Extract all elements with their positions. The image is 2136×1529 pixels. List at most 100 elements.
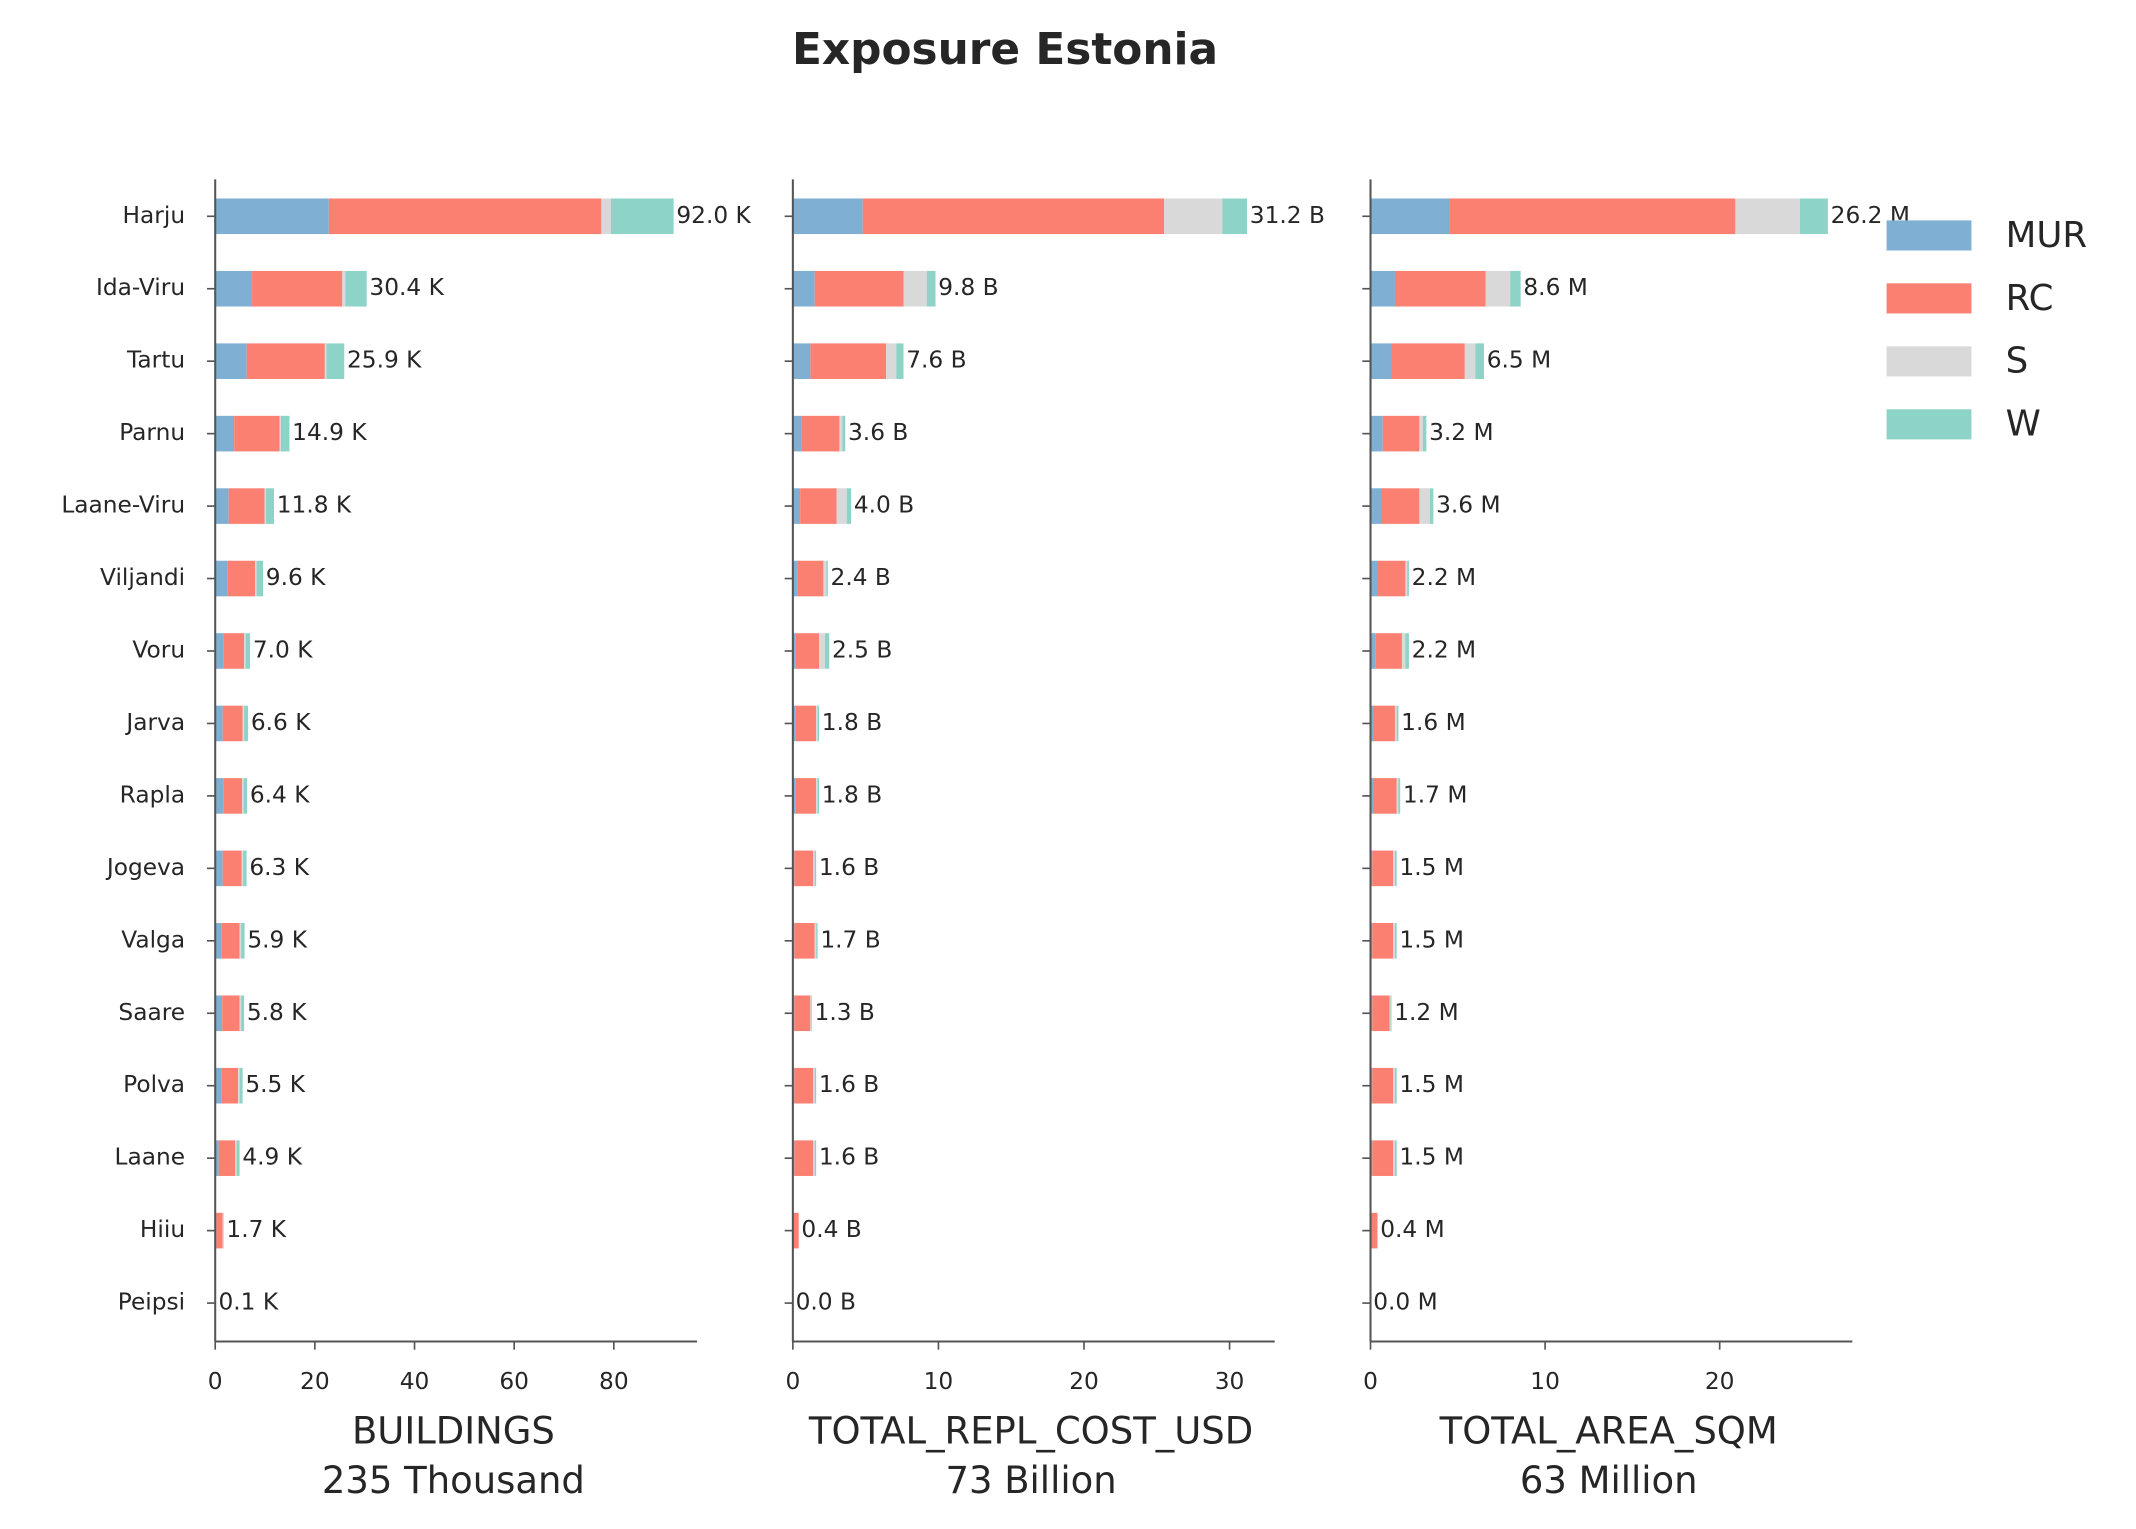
bar-segment (1510, 270, 1521, 307)
y-tick-label: Laane-Viru (61, 492, 185, 519)
bar-segment (1464, 343, 1476, 379)
bar-segment (266, 488, 275, 524)
bar-segment (264, 488, 267, 524)
bar-segment (245, 633, 251, 669)
bar-segment (1372, 1067, 1394, 1104)
bar-segment (795, 633, 820, 669)
bar-segment (816, 923, 818, 959)
bar-segment (795, 705, 817, 742)
bar-segment (792, 488, 801, 524)
x-tick-label: 20 (300, 1368, 330, 1395)
bar-segment (1735, 198, 1800, 235)
y-tick-label: Harju (123, 202, 186, 229)
y-tick-label: Viljandi (100, 564, 185, 591)
value-label: 11.8 K (277, 492, 352, 519)
value-label: 4.0 B (854, 492, 914, 519)
bar-segment (1394, 1067, 1397, 1104)
bar-segment (215, 270, 253, 307)
bar-segment (256, 560, 264, 597)
bar-segment (846, 488, 852, 524)
bar-segment (926, 270, 936, 307)
bar-segment (243, 850, 247, 887)
bar-segment (1370, 560, 1378, 597)
bar-segment (244, 633, 246, 669)
bar-segment (1380, 488, 1420, 524)
bar-segment (1405, 633, 1409, 669)
bar-segment (326, 343, 345, 379)
bar-segment (814, 1067, 817, 1104)
bar-segment (792, 198, 863, 235)
bar-segment (239, 1067, 243, 1104)
value-label: 6.4 K (250, 781, 310, 808)
value-label: 5.8 K (247, 999, 307, 1026)
bar-segment (1405, 560, 1408, 597)
value-label: 5.5 K (245, 1071, 305, 1098)
bar-segment (235, 1140, 237, 1176)
bar-segment (1393, 1140, 1395, 1176)
bar-segment (342, 270, 346, 307)
bar-segment (794, 1067, 814, 1104)
bar-segment (223, 633, 245, 669)
bar-segment (1374, 705, 1395, 742)
bar-segment (816, 778, 818, 814)
bar-segment (1475, 343, 1484, 379)
bar-segment (794, 995, 811, 1032)
x-tick-label: 0 (208, 1368, 223, 1395)
bar-segment (1391, 343, 1465, 379)
bar-segment (792, 415, 802, 452)
bar-segment (215, 488, 229, 524)
y-tick-label: Voru (132, 636, 185, 663)
value-label: 0.4 M (1380, 1216, 1444, 1243)
bar-segment (903, 270, 927, 307)
bar-segment (234, 415, 280, 452)
x-axis-sublabel: 235 Thousand (322, 1459, 585, 1502)
bar-segment (1382, 415, 1420, 452)
bar-segment (1419, 488, 1430, 524)
value-label: 3.6 M (1436, 492, 1500, 519)
legend-swatch (1886, 220, 1972, 251)
bar-segment (215, 850, 223, 887)
value-label: 3.6 B (848, 419, 908, 446)
value-label: 2.2 M (1412, 564, 1476, 591)
value-label: 30.4 K (369, 274, 444, 301)
bar-segment (814, 1140, 817, 1176)
x-tick-label: 30 (1215, 1368, 1245, 1395)
y-tick-label: Saare (118, 999, 185, 1026)
value-label: 6.6 K (251, 709, 311, 736)
bar-segment (819, 633, 825, 669)
bar-segment (795, 778, 817, 814)
bar-segment (221, 923, 240, 959)
bar-segment (242, 705, 245, 742)
bar-segment (862, 198, 1165, 235)
bar-segment (842, 415, 846, 452)
legend-swatch (1886, 346, 1972, 377)
bar-segment (223, 778, 243, 814)
bar-segment (816, 705, 818, 742)
x-tick-label: 20 (1069, 1368, 1099, 1395)
y-tick-label: Tartu (126, 347, 185, 374)
bar-segment (215, 633, 224, 669)
x-tick-label: 40 (400, 1368, 430, 1395)
y-tick-label: Rapla (120, 781, 185, 808)
bar-segment (1372, 995, 1390, 1032)
bar-segment (1485, 270, 1511, 307)
bar-segment (1372, 1140, 1394, 1176)
bar-segment (836, 488, 847, 524)
bar-segment (810, 343, 887, 379)
bar-segment (1377, 560, 1406, 597)
value-label: 3.2 M (1429, 419, 1493, 446)
bar-segment (839, 415, 843, 452)
value-label: 31.2 B (1250, 202, 1325, 229)
bar-segment (218, 1140, 236, 1176)
bar-segment (1375, 633, 1402, 669)
bar-segment (1370, 633, 1376, 669)
bar-segment (823, 560, 827, 597)
bar-segment (800, 488, 837, 524)
value-label: 1.6 B (819, 1144, 879, 1171)
y-tick-label: Peipsi (118, 1289, 185, 1316)
bar-segment (222, 850, 242, 887)
bar-segment (1370, 778, 1375, 814)
bar-segment (1370, 270, 1395, 307)
value-label: 92.0 K (676, 202, 751, 229)
x-tick-label: 60 (499, 1368, 529, 1395)
